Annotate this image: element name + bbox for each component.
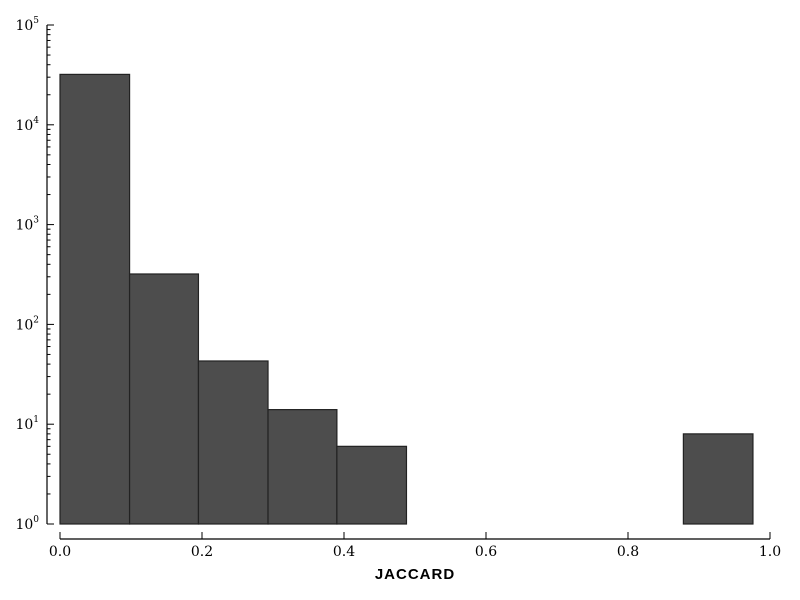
x-tick-label: 1.0 <box>759 544 781 560</box>
y-tick-label: 102 <box>15 315 39 333</box>
y-tick-label: 103 <box>15 216 39 234</box>
y-tick-label: 104 <box>15 116 39 134</box>
histogram-bar-2 <box>197 360 269 525</box>
histogram-bar-3 <box>267 409 338 525</box>
x-tick-label: 0.0 <box>49 544 71 560</box>
bars-group <box>59 73 754 525</box>
histogram-bar-9 <box>682 433 754 525</box>
x-tick-label: 0.6 <box>475 544 497 560</box>
y-tick-label: 100 <box>15 515 39 533</box>
axes-group <box>46 25 770 540</box>
y-ticks-group: 100 101 102 103 104 105 <box>15 16 54 533</box>
histogram-bar-0 <box>59 73 131 525</box>
x-tick-label: 0.8 <box>617 544 639 560</box>
y-tick-label: 105 <box>15 16 39 34</box>
histogram-bar-1 <box>128 273 200 525</box>
x-ticks-group: 0.0 0.2 0.4 0.6 0.8 1.0 <box>49 532 781 560</box>
histogram-bar-4 <box>336 445 408 525</box>
x-tick-label: 0.2 <box>191 544 213 560</box>
x-axis-title: JACCARD <box>375 566 455 583</box>
y-tick-label: 101 <box>15 415 39 433</box>
x-tick-label: 0.4 <box>333 544 355 560</box>
